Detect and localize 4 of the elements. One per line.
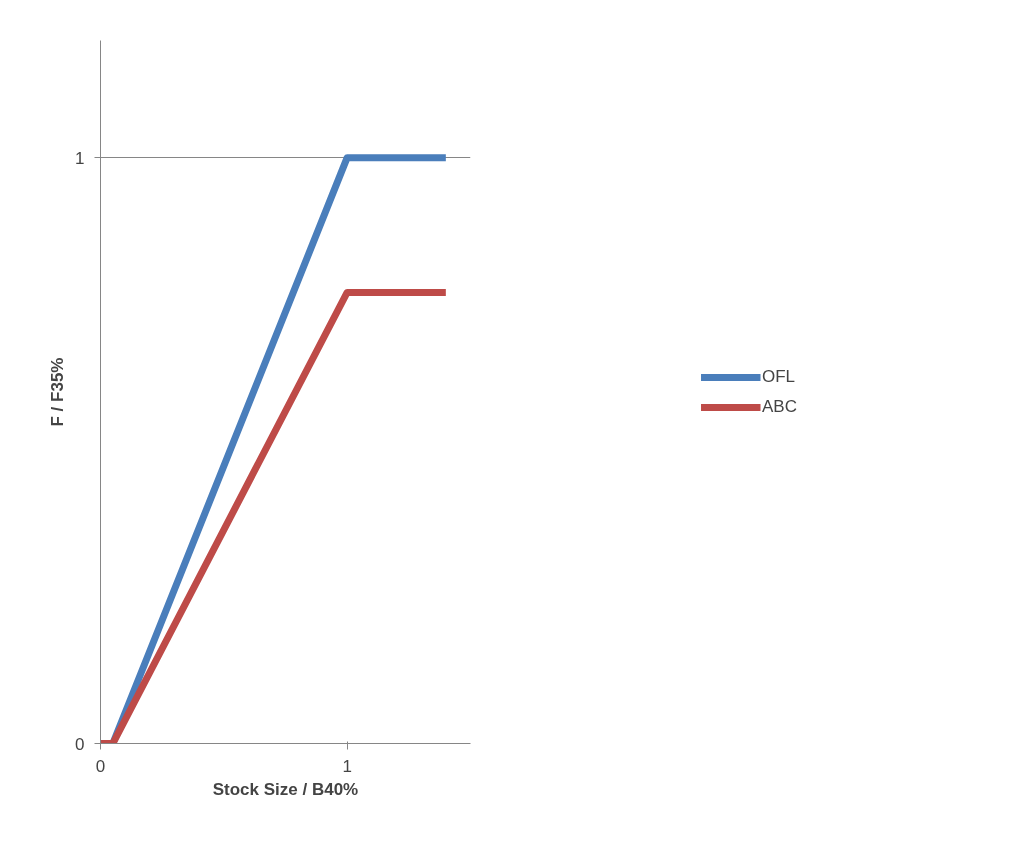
y-axis-title: F / F35% xyxy=(48,357,68,427)
legend-label: OFL xyxy=(762,366,796,387)
x-axis-title: Stock Size / B40% xyxy=(212,779,359,799)
legend-label: ABC xyxy=(762,396,797,417)
